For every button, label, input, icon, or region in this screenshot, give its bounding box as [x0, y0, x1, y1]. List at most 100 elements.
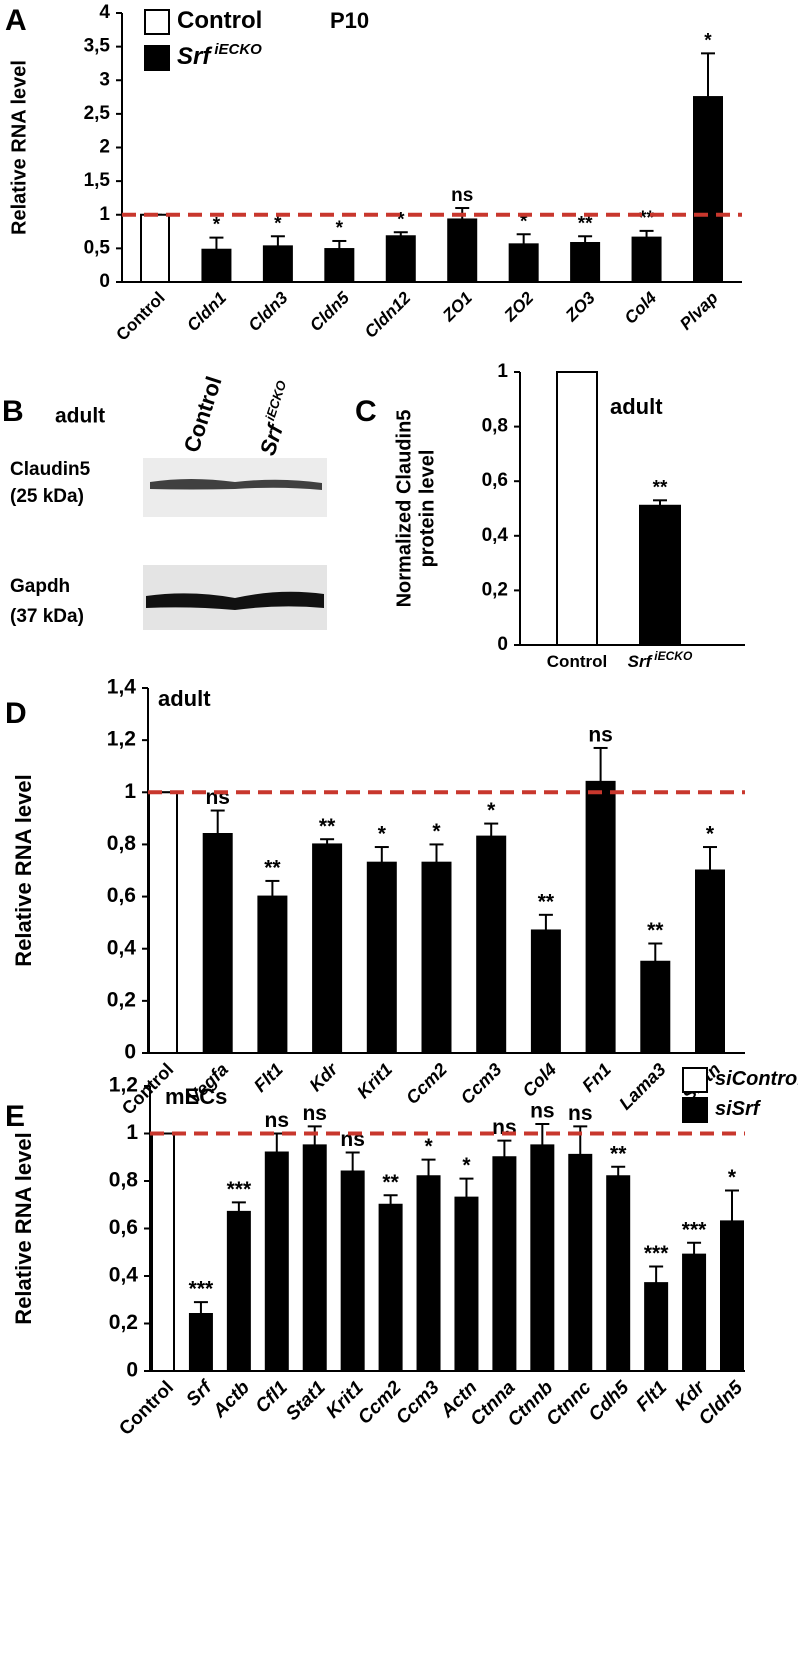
x-tick-label: Flt1 — [632, 1377, 671, 1416]
x-tick-label: Plvap — [676, 289, 722, 335]
x-tick-label: Control — [113, 289, 169, 345]
category-name: Ccm3 — [392, 1377, 444, 1429]
panel-label: B — [2, 395, 24, 428]
significance: * — [706, 823, 715, 846]
x-tick-label: ZO1 — [439, 289, 477, 327]
y-tick-label: 0,4 — [109, 1264, 139, 1287]
panel-label: C — [355, 395, 377, 428]
category-name: ZO3 — [562, 288, 600, 326]
annotation: P10 — [330, 8, 369, 33]
x-tick-label: Ctnnc — [542, 1377, 595, 1430]
category-name: Srf — [628, 652, 654, 671]
category-name: Krit1 — [353, 1059, 396, 1102]
y-tick-label: 1,4 — [107, 676, 137, 699]
x-tick-label: Col4 — [621, 288, 661, 328]
bar — [454, 1196, 479, 1372]
category-name: Plvap — [676, 289, 722, 335]
significance: * — [487, 799, 496, 822]
legend-swatch — [682, 1097, 708, 1123]
lane-label: SrfiECKO — [252, 379, 301, 459]
legend-label: siSrf — [715, 1098, 762, 1120]
bar — [508, 243, 539, 283]
significance: ** — [319, 815, 336, 838]
y-tick-label: 0 — [124, 1041, 136, 1064]
y-tick-label: 1 — [126, 1121, 138, 1144]
row-size: (25 kDa) — [10, 486, 84, 507]
significance: * — [432, 820, 441, 843]
significance: ** — [653, 477, 668, 498]
x-tick-label: Cdh5 — [585, 1377, 634, 1426]
x-tick-label: Ccm3 — [457, 1059, 506, 1108]
y-tick-label: 0,5 — [84, 237, 111, 258]
category-name: ZO1 — [439, 289, 477, 327]
western-blot: B adult Control SrfiECKO Claudin5 (25 kD… — [2, 373, 327, 630]
significance: ns — [451, 185, 473, 206]
x-tick-label: Ccm3 — [392, 1377, 444, 1429]
y-axis-label: protein level — [416, 450, 438, 568]
category-name: Control — [115, 1377, 178, 1440]
x-tick-label: Srf iECKO — [628, 649, 693, 671]
category-name: Ctnnc — [542, 1377, 595, 1430]
category-name: ZO2 — [500, 288, 538, 326]
significance: ns — [265, 1109, 290, 1132]
bar — [476, 835, 507, 1054]
lane-superscript: iECKO — [263, 379, 290, 423]
x-tick-label: ZO2 — [500, 288, 538, 326]
significance: ns — [588, 724, 613, 747]
y-tick-label: 1,2 — [107, 728, 136, 751]
category-name: Col4 — [621, 288, 661, 328]
significance: ** — [639, 208, 654, 229]
bar — [421, 861, 452, 1055]
y-tick-label: 2 — [99, 137, 110, 158]
bar — [639, 504, 681, 646]
significance: *** — [644, 1242, 669, 1265]
y-tick-label: 1,5 — [84, 170, 111, 191]
legend-label: Control — [177, 7, 262, 34]
legend-label: Srf iECKO — [177, 41, 262, 70]
category-name: Control — [113, 289, 169, 345]
category-name: Cldn1 — [184, 289, 231, 336]
bar — [570, 241, 601, 283]
bar — [585, 780, 616, 1054]
bar — [530, 929, 561, 1055]
category-name: Cldn5 — [695, 1377, 747, 1429]
bar — [302, 1144, 327, 1372]
y-tick-label: 3 — [99, 69, 110, 90]
significance: *** — [189, 1278, 214, 1301]
x-tick-label: ZO3 — [562, 288, 600, 326]
category-superscript: iECKO — [654, 649, 693, 663]
bar — [378, 1203, 403, 1372]
category-name: Actb — [209, 1377, 255, 1423]
significance: * — [213, 215, 221, 236]
bar — [606, 1175, 631, 1372]
y-tick-label: 0,6 — [107, 884, 136, 907]
bar — [644, 1282, 669, 1372]
y-tick-label: 0,2 — [482, 579, 508, 600]
x-tick-label: Ccm2 — [402, 1059, 451, 1108]
lane-name: Srf — [255, 419, 289, 458]
bar — [631, 236, 662, 284]
legend-name: Control — [177, 7, 262, 34]
bar — [264, 1151, 289, 1372]
y-tick-label: 0,4 — [107, 936, 137, 959]
bar — [201, 248, 232, 283]
legend-superscript: iECKO — [214, 41, 262, 58]
y-tick-label: 0,8 — [109, 1169, 139, 1192]
y-tick-label: 1 — [99, 204, 110, 225]
category-name: Col4 — [518, 1059, 560, 1101]
significance: * — [728, 1166, 737, 1189]
bar — [202, 833, 233, 1054]
lane-label: Control — [179, 373, 227, 455]
category-name: Flt1 — [632, 1377, 671, 1416]
y-tick-label: 0 — [497, 634, 508, 655]
y-tick-label: 0,8 — [482, 416, 508, 437]
x-tick-label: Col4 — [518, 1059, 560, 1101]
blot-label: adult — [55, 405, 105, 428]
bar — [324, 248, 355, 283]
row-size: (37 kDa) — [10, 606, 84, 627]
y-tick-label: 2,5 — [84, 103, 111, 124]
x-tick-label: Cldn5 — [695, 1377, 747, 1429]
bar — [385, 235, 416, 284]
x-tick-label: Lama3 — [615, 1059, 669, 1113]
